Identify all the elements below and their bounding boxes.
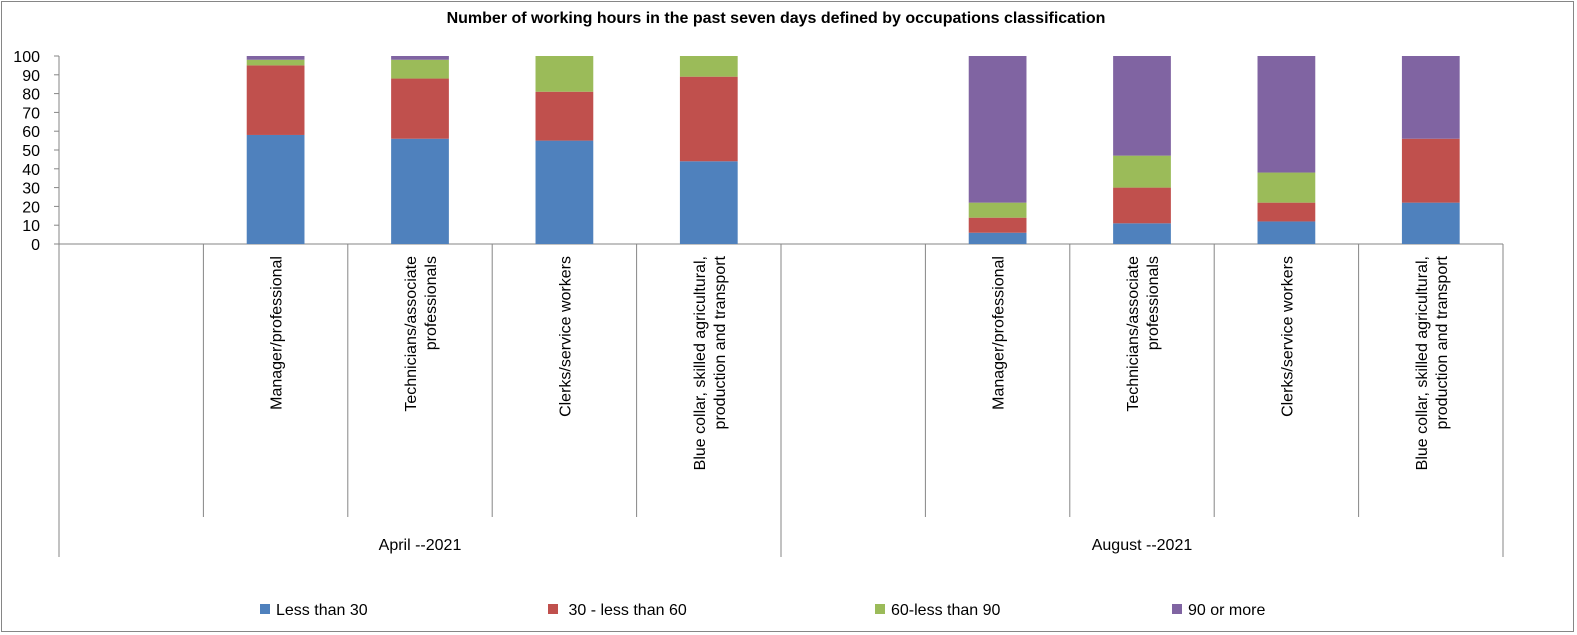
bar-segment	[1401, 202, 1460, 244]
y-tick-label: 0	[31, 237, 40, 254]
group-label: April --2021	[379, 537, 462, 554]
category-label-line: Blue collar, skilled agricultural,	[692, 256, 709, 470]
bar-segment	[246, 65, 305, 135]
legend-label: 60-less than 90	[891, 602, 1001, 619]
legend-swatch	[875, 604, 885, 614]
bar-segment	[1113, 56, 1171, 156]
bar-segment	[246, 59, 305, 66]
legend-label: Less than 30	[276, 602, 368, 619]
category-label-line: professionals	[1145, 256, 1162, 350]
group-label: August --2021	[1092, 537, 1193, 554]
y-tick-label: 100	[13, 49, 40, 66]
category-label: Technicians/associate professionals	[1125, 256, 1162, 412]
legend: Less than 30 30 - less than 60 60-less th…	[260, 602, 1265, 619]
bar-segment	[535, 56, 594, 92]
bar-segment	[679, 161, 738, 244]
category-label: Technicians/associate professionals	[403, 256, 440, 412]
bar-segment	[679, 56, 738, 77]
bar-segment	[246, 56, 305, 60]
legend-swatch	[548, 604, 558, 614]
bar-segment	[391, 56, 449, 60]
y-tick-label: 30	[22, 181, 40, 198]
category-label-line: Clerks/service workers	[557, 256, 574, 417]
bar-segment	[968, 56, 1027, 203]
y-tick-label: 70	[22, 105, 40, 122]
bar-segment	[968, 217, 1027, 233]
category-label-line: Blue collar, skilled agricultural,	[1414, 256, 1431, 470]
bar-segment	[968, 232, 1027, 244]
category-label: Blue collar, skilled agricultural, produc…	[692, 255, 729, 470]
bar-segment	[1257, 56, 1316, 173]
bar-segment	[1401, 56, 1460, 139]
category-label: Clerks/service workers	[1279, 256, 1296, 417]
y-tick-label: 80	[22, 87, 40, 104]
bar-segment	[679, 76, 738, 162]
bar-segment	[1257, 202, 1316, 222]
y-tick-label: 50	[22, 143, 40, 160]
category-label-line: Manager/professional	[269, 256, 286, 410]
bar-segment	[1401, 138, 1460, 203]
legend-label: 30 - less than 60	[564, 602, 687, 619]
chart-title: Number of working hours in the past seve…	[447, 10, 1106, 27]
bar-segment	[1113, 187, 1171, 224]
category-label-line: production and transport	[1434, 255, 1451, 429]
legend-label: 90 or more	[1188, 602, 1265, 619]
legend-swatch	[1172, 604, 1182, 614]
bar-segment	[391, 78, 449, 139]
bar-segment	[535, 140, 594, 244]
y-tick-label: 60	[22, 124, 40, 141]
category-label: Manager/professional	[269, 256, 286, 410]
category-label-line: Technicians/associate	[403, 256, 420, 412]
bar-segment	[391, 59, 449, 79]
y-tick-label: 10	[22, 218, 40, 235]
bar-segment	[1113, 223, 1171, 244]
y-tick-label: 90	[22, 68, 40, 85]
bar-segment	[1257, 221, 1316, 244]
bar-segment	[391, 138, 449, 244]
bar-segment	[1257, 172, 1316, 203]
y-tick-label: 40	[22, 162, 40, 179]
bar-segment	[968, 202, 1027, 218]
y-tick-label: 20	[22, 199, 40, 216]
bar-segment	[246, 134, 305, 244]
category-label-line: professionals	[423, 256, 440, 350]
category-label-line: Manager/professional	[991, 256, 1008, 410]
category-label-line: Clerks/service workers	[1279, 256, 1296, 417]
category-label: Clerks/service workers	[557, 256, 574, 417]
bar-segment	[535, 91, 594, 141]
category-label-line: production and transport	[712, 255, 729, 429]
category-label: Blue collar, skilled agricultural, produc…	[1414, 255, 1451, 470]
category-label-line: Technicians/associate	[1125, 256, 1142, 412]
legend-swatch	[260, 604, 270, 614]
bar-segment	[1113, 155, 1171, 188]
category-label: Manager/professional	[991, 256, 1008, 410]
